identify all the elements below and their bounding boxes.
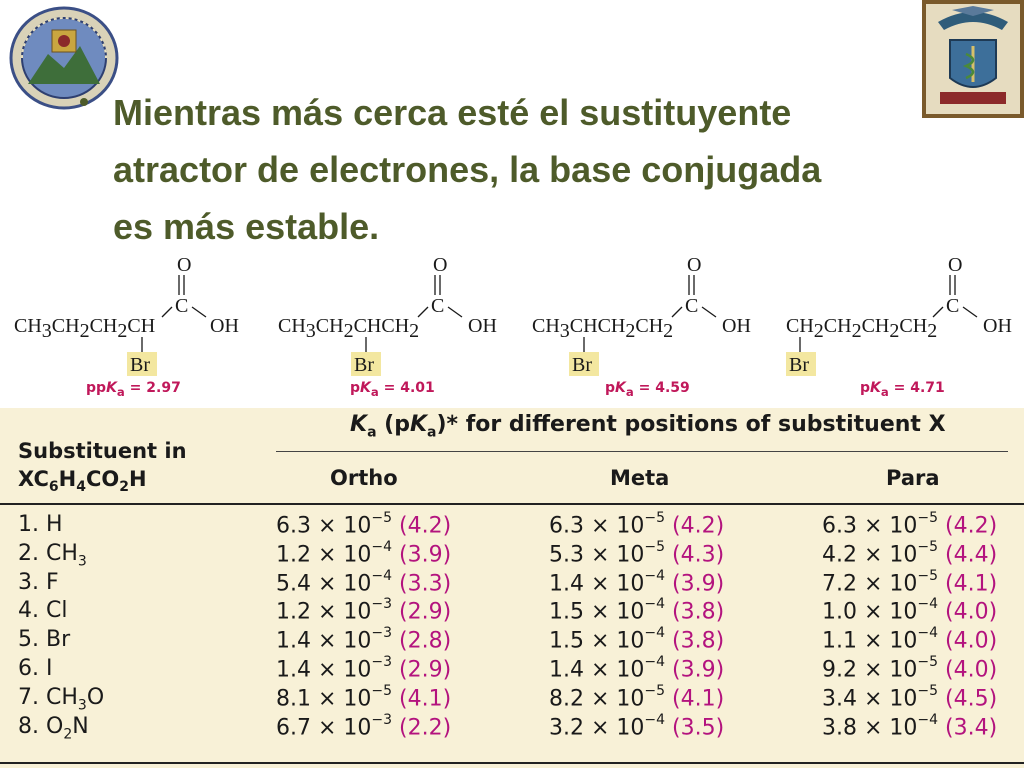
table-cell-meta: 8.2 × 10−5 (4.1) <box>549 682 725 712</box>
hydroxyl: OH <box>210 315 239 337</box>
row-label: 2. CH3 <box>18 540 87 570</box>
chain-formula: CH3CH2CHCH2 <box>278 315 419 342</box>
row-label: 6. I <box>18 656 53 681</box>
svg-text:C: C <box>685 295 698 317</box>
molecule-4-bromobutanoic: O C OH CH3CHCH2CH2 Br <box>532 254 782 405</box>
table-cell-para: 3.4 × 10−5 (4.5) <box>822 682 998 712</box>
table-cell-meta: 3.2 × 10−4 (3.5) <box>549 711 725 740</box>
university-seal-icon <box>8 6 120 110</box>
svg-text:OH: OH <box>983 315 1012 337</box>
bottom-rule <box>0 762 1024 764</box>
table-cell-para: 4.2 × 10−5 (4.4) <box>822 538 998 568</box>
svg-text:OH: OH <box>722 315 751 337</box>
svg-text:O: O <box>948 255 962 276</box>
col-header-para: Para <box>886 466 940 490</box>
table-cell-ortho: 6.3 × 10−5 (4.2) <box>276 510 452 539</box>
table-cell-ortho: 8.1 × 10−5 (4.1) <box>276 682 452 712</box>
table-cell-para: 7.2 × 10−5 (4.1) <box>822 567 998 596</box>
table-cell-para: 3.8 × 10−4 (3.4) <box>822 711 998 740</box>
heading-line-2: atractor de electrones, la base conjugad… <box>113 149 822 190</box>
br-label: Br <box>130 354 150 376</box>
row-label: 4. Cl <box>18 598 68 624</box>
chain-formula: CH3CHCH2CH2 <box>532 315 673 342</box>
chain-formula: CH2CH2CH2CH2 <box>786 315 937 342</box>
row-label: 8. O2N <box>18 713 89 742</box>
group-underline <box>276 451 1008 452</box>
substituent-header: Substituent in XC6H4CO2H <box>18 439 187 496</box>
table-cell-meta: 1.4 × 10−4 (3.9) <box>549 654 725 683</box>
table-cell-para: 1.1 × 10−4 (4.0) <box>822 625 998 654</box>
table-cell-meta: 1.5 × 10−4 (3.8) <box>549 596 725 625</box>
chain-formula: CH3CH2CH2CH <box>14 315 155 342</box>
table-cell-ortho: 1.2 × 10−3 (2.9) <box>276 596 452 625</box>
table-cell-ortho: 1.2 × 10−4 (3.9) <box>276 538 452 568</box>
heading-line-3: es más estable. <box>113 206 380 247</box>
pka-label-4: pKa = 4.71 <box>860 380 945 399</box>
table-cell-meta: 1.4 × 10−4 (3.9) <box>549 567 725 596</box>
molecule-3-bromobutanoic: O C OH CH3CH2CHCH2 Br <box>278 254 528 405</box>
svg-text:C: C <box>946 295 959 317</box>
svg-text:O: O <box>433 255 447 276</box>
pka-label-1: ppKa = 2.97 <box>86 380 181 399</box>
table-cell-para: 1.0 × 10−4 (4.0) <box>822 596 998 625</box>
table-cell-ortho: 5.4 × 10−4 (3.3) <box>276 567 452 596</box>
row-label: 7. CH3O <box>18 684 105 714</box>
molecule-2-bromobutanoic: O C OH CH3CH2CH2CH Br <box>14 254 264 405</box>
pka-label-3: pKa = 4.59 <box>605 380 690 399</box>
svg-text:OH: OH <box>468 315 497 337</box>
bullet-dot <box>80 98 88 106</box>
br-label: Br <box>789 354 809 376</box>
carbonyl-o: O <box>177 255 191 276</box>
molecule-5-bromopentanoic: O C OH CH2CH2CH2CH2 Br <box>786 254 1024 405</box>
table-cell-para: 9.2 × 10−5 (4.0) <box>822 654 998 683</box>
br-label: Br <box>572 354 592 376</box>
svg-text:O: O <box>687 255 701 276</box>
header-rule <box>0 503 1024 505</box>
col-header-meta: Meta <box>610 466 670 490</box>
table-cell-ortho: 1.4 × 10−3 (2.8) <box>276 625 452 654</box>
heading-line-1: Mientras más cerca esté el sustituyente <box>113 92 792 133</box>
svg-text:C: C <box>431 295 444 317</box>
faculty-crest-icon <box>922 0 1024 118</box>
pka-label-2: pKa = 4.01 <box>350 380 435 399</box>
row-label: 5. Br <box>18 627 71 653</box>
table-cell-ortho: 6.7 × 10−3 (2.2) <box>276 711 452 740</box>
slide-heading: Mientras más cerca esté el sustituyente … <box>113 84 903 255</box>
table-cell-para: 6.3 × 10−5 (4.2) <box>822 510 998 539</box>
br-label: Br <box>354 354 374 376</box>
col-header-ortho: Ortho <box>330 466 398 490</box>
carbonyl-c: C <box>175 295 188 317</box>
row-label: 3. F <box>18 569 59 595</box>
table-cell-meta: 5.3 × 10−5 (4.3) <box>549 538 725 568</box>
group-header: Ka (pKa)* for different positions of sub… <box>350 412 946 441</box>
table-cell-ortho: 1.4 × 10−3 (2.9) <box>276 654 452 683</box>
row-label: 1. H <box>18 512 63 537</box>
acidity-table <box>0 408 1024 768</box>
table-cell-meta: 6.3 × 10−5 (4.2) <box>549 510 725 539</box>
table-cell-meta: 1.5 × 10−4 (3.8) <box>549 625 725 654</box>
